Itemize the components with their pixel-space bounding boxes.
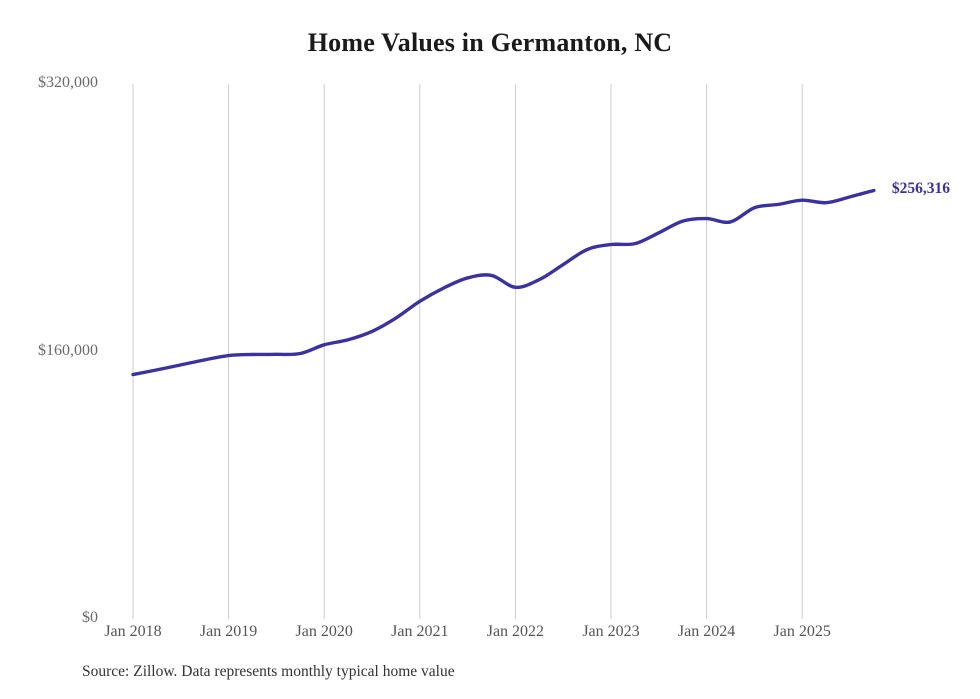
source-note: Source: Zillow. Data represents monthly …: [82, 663, 455, 680]
x-tick-label-jan-2023: Jan 2023: [582, 623, 640, 640]
x-tick-label-jan-2025: Jan 2025: [773, 623, 831, 640]
x-tick-label-jan-2019: Jan 2019: [199, 623, 258, 640]
y-tick-label-320000: $320,000: [38, 74, 98, 91]
end-value-annotation: $256,316: [891, 180, 951, 198]
x-tick-label-jan-2022: Jan 2022: [486, 623, 545, 640]
x-tick-label-jan-2020: Jan 2020: [295, 623, 353, 640]
y-tick-label-160000: $160,000: [38, 341, 98, 359]
gridlines-group: [132, 84, 803, 619]
y-tick-label-0: $0: [82, 609, 98, 626]
x-tick-label-jan-2024: Jan 2024: [677, 623, 736, 640]
x-tick-label-jan-2021: Jan 2021: [391, 623, 449, 640]
line-series-typical-home-value: [131, 188, 876, 377]
chart-title: Home Values in Germanton, NC: [307, 28, 673, 57]
x-tick-label-jan-2018: Jan 2018: [104, 623, 162, 640]
